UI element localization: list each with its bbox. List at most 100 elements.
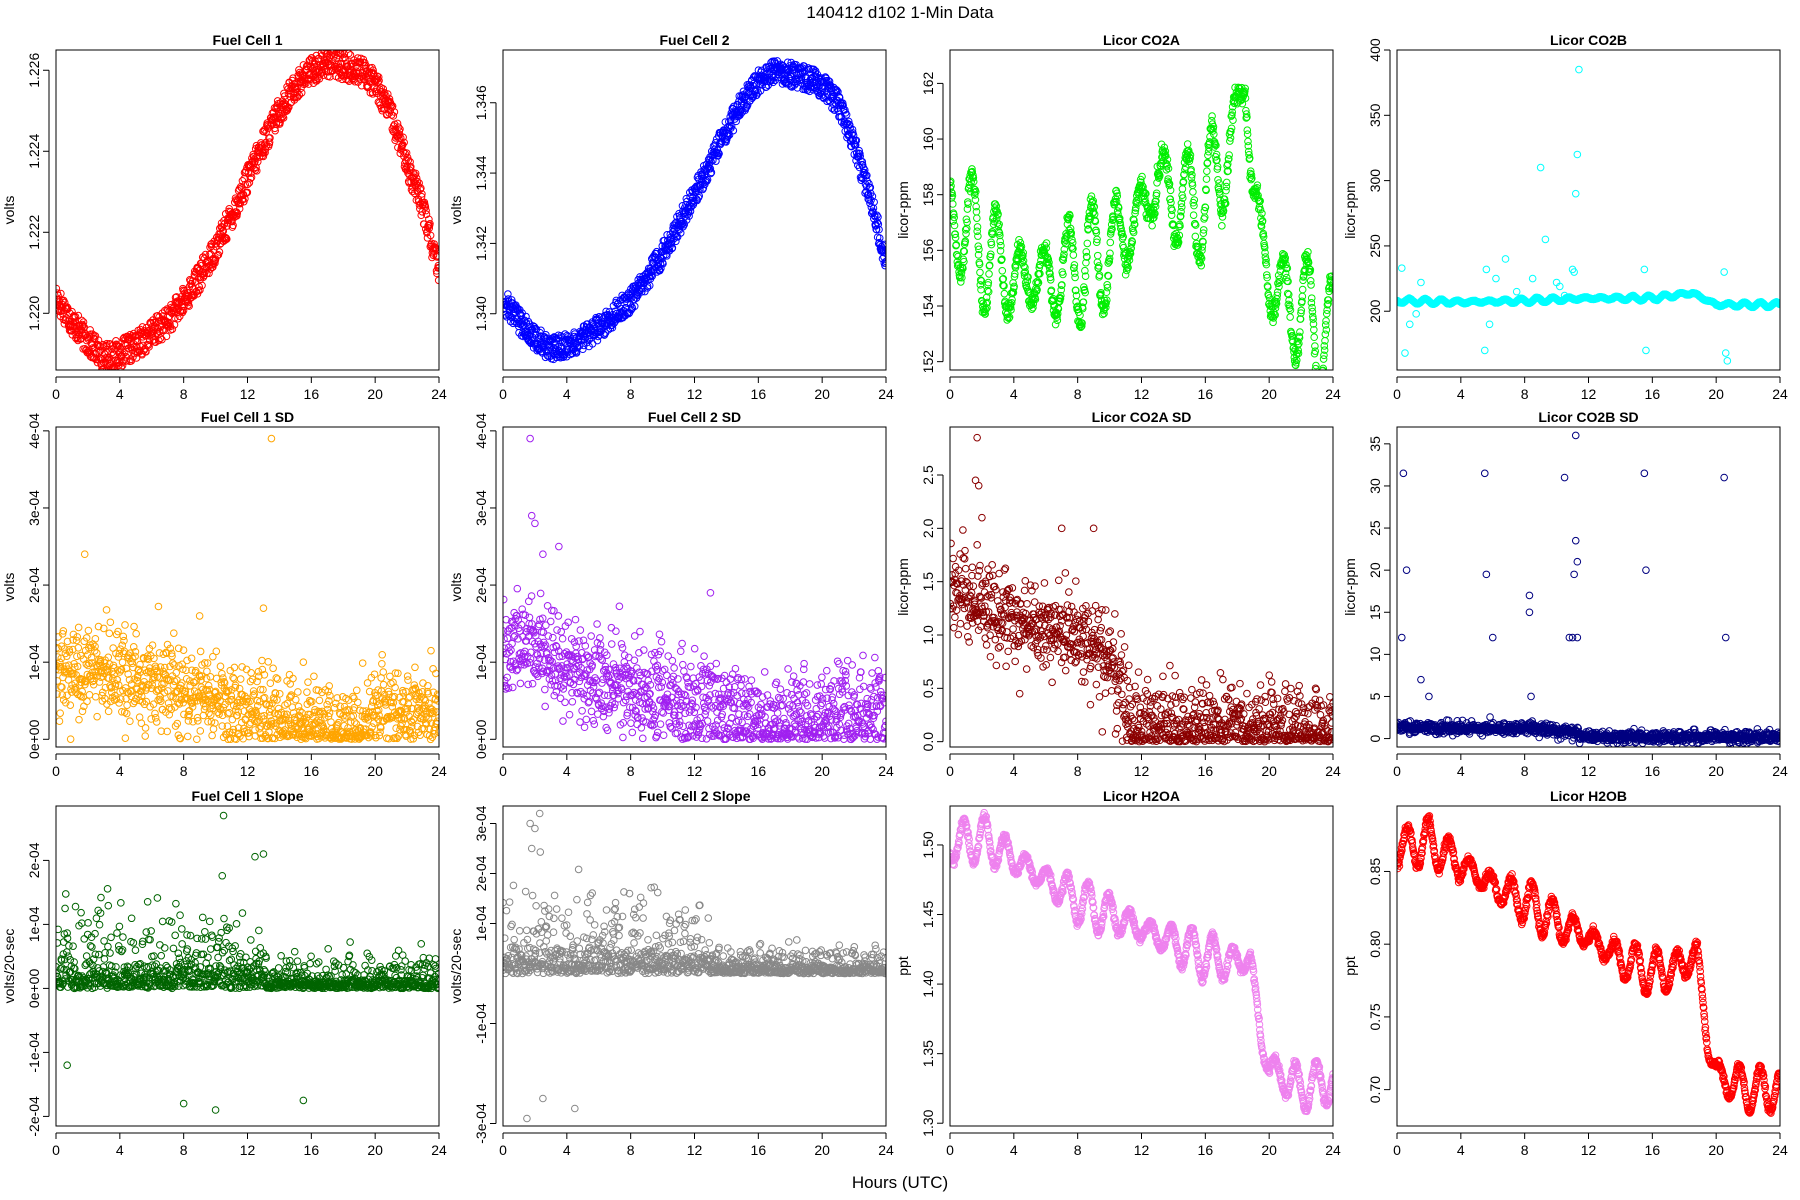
data-point: [1057, 286, 1065, 294]
data-point: [1106, 249, 1114, 258]
data-point: [84, 626, 93, 635]
data-point: [1072, 286, 1080, 295]
data-point: [1131, 204, 1140, 212]
data-point: [434, 261, 439, 270]
data-point: [1202, 175, 1211, 183]
data-point: [1191, 221, 1200, 229]
data-point: [1081, 272, 1090, 281]
data-point: [174, 314, 182, 323]
data-point: [1258, 217, 1267, 225]
data-point: [168, 325, 177, 334]
data-point: [1197, 261, 1206, 270]
data-point: [136, 342, 144, 351]
data-point: [1224, 167, 1232, 175]
data-point: [1137, 178, 1145, 186]
data-point: [1105, 257, 1114, 266]
data-point: [971, 187, 980, 196]
data-point: [196, 647, 205, 656]
data-point: [1202, 186, 1210, 195]
data-point: [266, 134, 274, 142]
data-point: [1221, 199, 1230, 208]
data-point: [1166, 195, 1175, 203]
y-tick-label: 1.224: [26, 134, 42, 169]
data-point: [950, 191, 957, 200]
data-point: [1295, 339, 1303, 348]
data-point: [164, 699, 173, 707]
data-point: [118, 658, 127, 667]
data-point: [858, 161, 867, 169]
outlier-point: [1501, 255, 1510, 263]
data-point: [1190, 196, 1199, 204]
data-point: [105, 629, 114, 638]
data-point: [957, 269, 966, 277]
data-point: [1246, 167, 1255, 176]
plot-frame: [1396, 49, 1781, 371]
data-point: [137, 692, 146, 700]
data-point: [1285, 304, 1294, 313]
data-point: [743, 101, 752, 109]
data-point: [176, 734, 185, 743]
data-point: [82, 634, 91, 642]
data-point: [375, 77, 383, 85]
y-tick-label: 300: [1367, 169, 1383, 193]
data-point: [1151, 209, 1159, 218]
data-point: [1093, 251, 1102, 260]
data-point: [115, 668, 124, 676]
data-point: [842, 110, 851, 119]
data-point: [1200, 213, 1209, 221]
data-point: [1208, 112, 1216, 120]
plot-frame: [55, 49, 440, 371]
panel-2: Fuel Cell 20 4 8 12 16 20 241.3401.3421.3441.3…: [448, 32, 894, 402]
data-point: [1151, 202, 1160, 211]
outlier-point: [1417, 278, 1425, 287]
data-point: [78, 687, 86, 696]
data-point: [182, 666, 190, 675]
data-point: [1209, 122, 1218, 131]
data-point: [973, 227, 981, 236]
data-point: [91, 349, 100, 358]
data-point: [300, 80, 308, 89]
data-point: [1124, 263, 1132, 272]
data-point: [1300, 266, 1309, 275]
data-point: [1047, 286, 1056, 295]
x-tick-label: 4: [1457, 386, 1465, 402]
y-tick-label: 158: [920, 183, 936, 207]
figure-x-axis-label: Hours (UTC): [852, 1173, 948, 1192]
data-point: [77, 316, 86, 325]
data-point: [374, 73, 383, 81]
data-point: [309, 64, 317, 73]
data-point: [1244, 137, 1252, 146]
data-point: [1229, 116, 1237, 124]
data-point: [1185, 148, 1193, 157]
data-point: [962, 215, 971, 224]
data-point: [374, 78, 382, 87]
panel-title: Fuel Cell 1 SD: [201, 409, 294, 425]
data-point: [1095, 271, 1104, 279]
data-point: [178, 660, 186, 669]
data-point: [1177, 207, 1185, 216]
data-point: [388, 103, 396, 111]
y-tick-label: 1.220: [26, 296, 42, 331]
data-point: [881, 245, 886, 254]
data-point: [1321, 330, 1330, 339]
data-point: [92, 649, 101, 657]
data-point: [1053, 310, 1062, 318]
outlier-point: [1555, 282, 1564, 291]
data-point: [425, 224, 434, 233]
y-tick-label: 1.222: [26, 215, 42, 250]
data-point: [243, 188, 252, 197]
data-point: [1198, 246, 1206, 255]
data-points: [950, 83, 1333, 370]
data-point: [994, 210, 1002, 218]
data-point: [260, 140, 269, 149]
data-point: [998, 266, 1007, 275]
data-point: [855, 146, 863, 155]
data-point: [396, 125, 404, 133]
data-point: [1021, 263, 1029, 272]
data-point: [79, 318, 88, 326]
data-point: [1240, 89, 1249, 98]
data-point: [1003, 313, 1012, 322]
data-point: [1007, 299, 1016, 307]
x-tick-label: 8: [1074, 386, 1082, 402]
